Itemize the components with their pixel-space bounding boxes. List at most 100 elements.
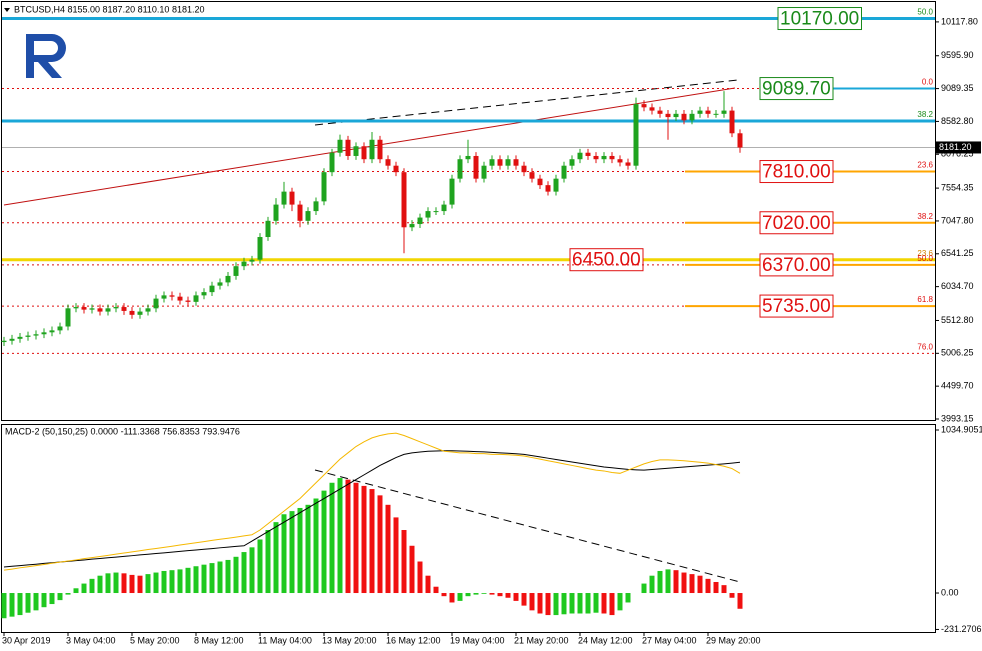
level-box-label: 5735.00 — [762, 296, 831, 317]
candle-body — [641, 104, 647, 108]
candle-body — [577, 152, 583, 160]
candle-body — [585, 152, 591, 156]
macd-bar — [689, 574, 695, 594]
candle-body — [401, 172, 407, 228]
candle-body — [433, 211, 439, 213]
macd-bar — [145, 574, 151, 594]
macd-bar — [169, 570, 175, 594]
candle-body — [393, 165, 399, 173]
price-pane — [1, 1, 936, 421]
candle-body — [313, 201, 319, 212]
y-tick-label: 6541.25 — [941, 248, 974, 258]
macd-bar — [625, 593, 631, 603]
macd-bar — [337, 478, 343, 594]
macd-bar — [497, 593, 503, 597]
macd-bar — [281, 514, 287, 594]
x-tick-label: 11 May 04:00 — [258, 635, 312, 645]
fib-label: 50.0 — [917, 254, 933, 263]
candle-body — [513, 159, 519, 166]
x-tick-label: 29 May 20:00 — [706, 635, 761, 645]
candle-body — [177, 296, 183, 301]
candle-body — [521, 165, 527, 173]
macd-bar — [9, 593, 15, 617]
fib-label: 50.0 — [917, 8, 933, 17]
y-tick-label: 7047.80 — [941, 215, 974, 225]
macd-bar — [265, 530, 271, 594]
candle-body — [729, 110, 735, 134]
level-box-label: 7020.00 — [762, 213, 831, 234]
candle-body — [113, 307, 119, 309]
y-tick-label: 5006.25 — [941, 348, 974, 358]
candle-body — [193, 295, 199, 302]
macd-bar — [289, 511, 295, 594]
macd-bar — [385, 504, 391, 594]
macd-bar — [137, 575, 143, 594]
candle-body — [705, 110, 711, 114]
level-box-label: 9089.70 — [762, 79, 831, 100]
candle-body — [425, 211, 431, 218]
candle-body — [553, 178, 559, 192]
candle-body — [345, 139, 351, 156]
candle-body — [153, 298, 159, 309]
fib-label: 23.6 — [917, 249, 933, 258]
candle-body — [449, 178, 455, 205]
macd-bar — [201, 564, 207, 594]
y-tick-label: 6034.70 — [941, 281, 974, 291]
macd-bar — [585, 593, 591, 614]
macd-bar — [89, 578, 95, 594]
candle-body — [673, 113, 679, 118]
macd-bar — [505, 593, 511, 598]
candle-body — [617, 159, 623, 163]
macd-bar — [617, 593, 623, 611]
macd-bar — [241, 552, 247, 594]
macd-bar — [25, 593, 31, 613]
candle-body — [33, 334, 39, 336]
macd-bar — [593, 593, 599, 613]
candle-body — [209, 285, 215, 293]
fib-label: 38.2 — [917, 212, 933, 221]
level-box — [759, 211, 834, 235]
candle-body — [105, 308, 111, 312]
candle-body — [721, 110, 727, 114]
candle-body — [657, 110, 663, 114]
candle-body — [329, 152, 335, 173]
macd-bar — [257, 539, 263, 594]
candle-body — [65, 308, 71, 327]
current-price-label: 8181.20 — [939, 142, 972, 152]
candle-body — [457, 159, 463, 179]
macd-bar — [41, 593, 47, 608]
macd-bar — [705, 578, 711, 594]
level-box — [759, 160, 834, 184]
macd-bar — [73, 588, 79, 594]
candle-body — [89, 308, 95, 310]
candle-body — [465, 155, 471, 160]
macd-bar — [649, 575, 655, 594]
trend-line — [314, 469, 741, 583]
y-tick-label: 9595.90 — [941, 50, 974, 60]
macd-line — [3, 450, 741, 568]
x-tick-label: 27 May 04:00 — [642, 635, 697, 645]
candle-body — [337, 139, 343, 153]
candle-body — [233, 266, 239, 276]
candle-body — [25, 335, 31, 337]
x-tick-label: 19 May 04:00 — [450, 635, 505, 645]
candle-body — [225, 275, 231, 283]
candle-body — [529, 172, 535, 179]
macd-bar — [313, 498, 319, 594]
candle-body — [649, 107, 655, 111]
candle-body — [121, 307, 127, 311]
candle-body — [713, 113, 719, 115]
candle-body — [377, 139, 383, 160]
macd-bar — [225, 559, 231, 594]
y-tick-label: 10117.80 — [941, 16, 978, 26]
candle-body — [385, 159, 391, 166]
fib-label: 23.6 — [917, 161, 933, 170]
macd-bar — [601, 593, 607, 614]
candle-body — [497, 159, 503, 166]
macd-bar — [449, 593, 455, 603]
candle-body — [561, 165, 567, 179]
y-tick-label: 4499.70 — [941, 381, 974, 391]
candle-body — [505, 159, 511, 166]
x-tick-label: 16 May 12:00 — [386, 635, 441, 645]
